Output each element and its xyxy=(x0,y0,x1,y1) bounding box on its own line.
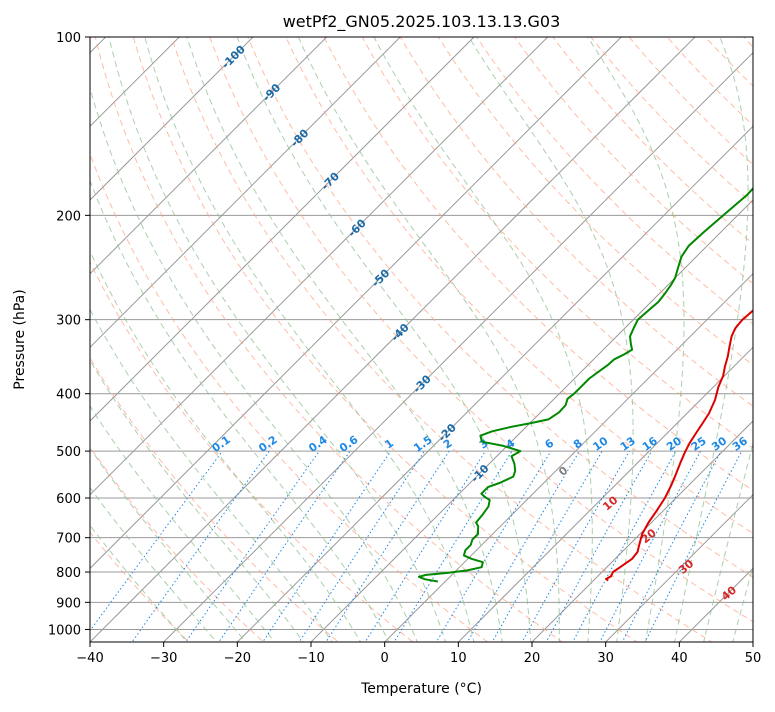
y-tick-label: 400 xyxy=(56,388,81,403)
y-tick-label: 200 xyxy=(56,209,81,224)
y-tick-label: 300 xyxy=(56,314,81,329)
y-tick-label: 100 xyxy=(56,31,81,46)
y-tick-label: 700 xyxy=(56,532,81,547)
x-tick-label: −10 xyxy=(297,651,324,666)
y-tick-label: 1000 xyxy=(48,623,81,638)
y-axis-label: Pressure (hPa) xyxy=(12,289,28,389)
y-tick-label: 800 xyxy=(56,566,81,581)
x-tick-label: 10 xyxy=(450,651,467,666)
x-tick-label: 30 xyxy=(597,651,614,666)
y-tick-label: 500 xyxy=(56,445,81,460)
x-tick-label: 50 xyxy=(745,651,762,666)
x-axis-label: Temperature (°C) xyxy=(360,681,482,697)
x-tick-label: 0 xyxy=(381,651,389,666)
y-tick-label: 900 xyxy=(56,596,81,611)
chart-title: wetPf2_GN05.2025.103.13.13.G03 xyxy=(283,12,561,32)
x-tick-label: 40 xyxy=(671,651,688,666)
x-tick-label: 20 xyxy=(524,651,541,666)
x-tick-label: −40 xyxy=(76,651,103,666)
x-tick-label: −30 xyxy=(150,651,177,666)
x-tick-label: −20 xyxy=(224,651,251,666)
y-tick-label: 600 xyxy=(56,492,81,507)
